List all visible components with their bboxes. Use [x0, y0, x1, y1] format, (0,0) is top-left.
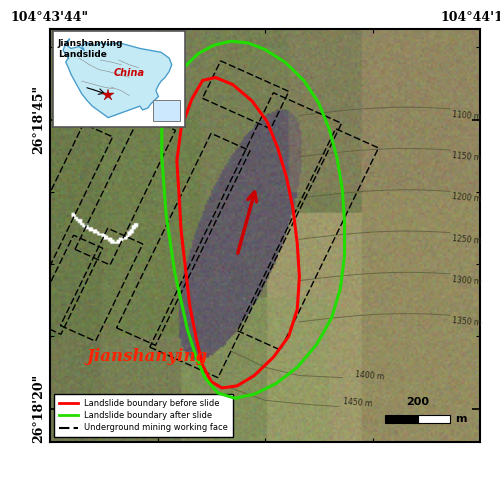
Text: 1400 m: 1400 m	[356, 370, 385, 381]
Text: China: China	[114, 69, 145, 78]
Text: Jianshanying: Jianshanying	[86, 348, 208, 365]
Legend: Landslide boundary before slide, Landslide boundary after slide, Underground min: Landslide boundary before slide, Landsli…	[54, 394, 233, 437]
Text: 1100 m: 1100 m	[452, 110, 482, 121]
Text: 1200 m: 1200 m	[452, 192, 482, 204]
Bar	[153, 100, 180, 121]
Text: m: m	[455, 414, 466, 424]
Text: 1450 m: 1450 m	[342, 396, 372, 408]
Text: Landslide: Landslide	[58, 50, 106, 60]
Text: 200: 200	[406, 396, 429, 407]
Text: 1150 m: 1150 m	[452, 151, 482, 163]
Text: 1300 m: 1300 m	[452, 275, 482, 287]
Bar	[418, 415, 450, 423]
Text: 1350 m: 1350 m	[452, 316, 482, 328]
Text: Jianshanying: Jianshanying	[58, 39, 124, 48]
Text: 1250 m: 1250 m	[452, 234, 482, 245]
Bar	[386, 415, 418, 423]
Polygon shape	[63, 39, 172, 118]
